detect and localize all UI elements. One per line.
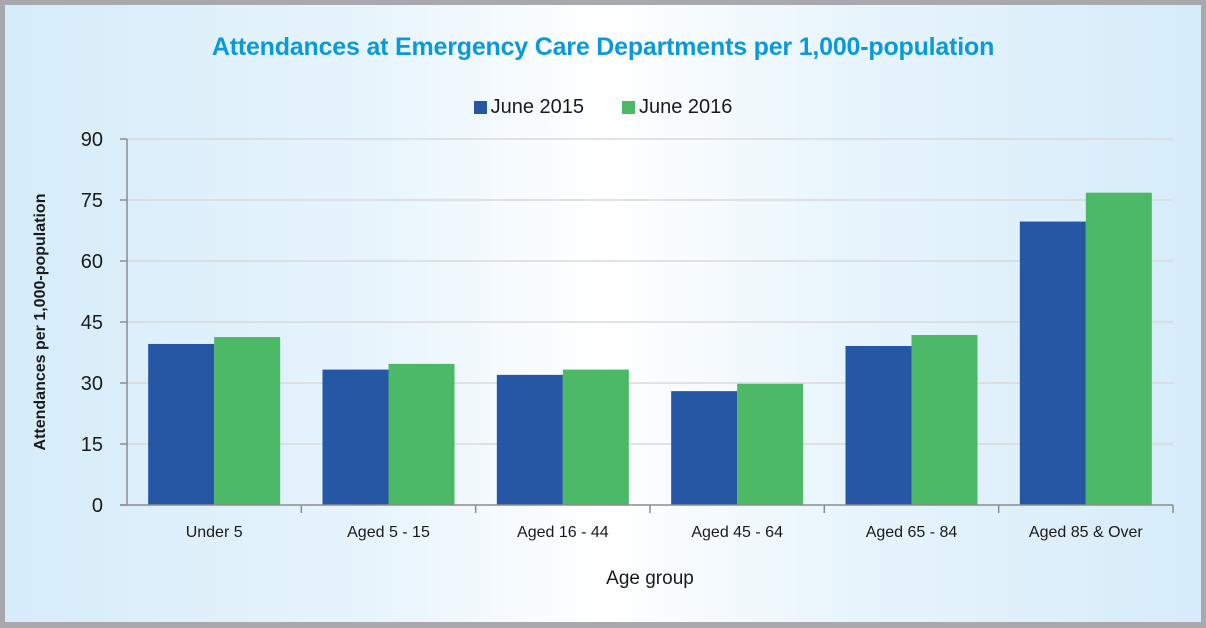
- y-tick-label: 90: [81, 129, 103, 151]
- x-axis-label: Age group: [606, 568, 694, 589]
- bar-june-2016: [214, 337, 281, 505]
- x-tick-label: Aged 85 & Over: [1029, 524, 1144, 541]
- bar-june-2015: [496, 374, 563, 505]
- legend-label-june-2016: June 2016: [639, 96, 733, 118]
- legend-swatch-june-2015: [473, 101, 487, 114]
- bar-june-2016: [562, 369, 629, 505]
- legend-item-june-2016: June 2016: [622, 96, 732, 119]
- y-axis-label: Attendances per 1,000-population: [32, 194, 49, 451]
- bar-june-2015: [671, 391, 738, 505]
- bar-june-2015: [148, 343, 215, 505]
- chart-frame: [5, 5, 1201, 622]
- y-tick-label: 0: [92, 495, 103, 517]
- x-tick-labels: Under 5 Aged 5 - 15 Aged 16 - 44 Aged 45 - …: [186, 524, 1144, 541]
- legend-item-june-2015: June 2015: [473, 96, 584, 119]
- legend-swatch-june-2016: [622, 101, 635, 114]
- bars: [148, 192, 1152, 505]
- y-tick-label: 30: [81, 373, 103, 395]
- bar-june-2015: [845, 345, 912, 505]
- bar-june-2016: [911, 335, 978, 505]
- bar-june-2015: [322, 369, 389, 505]
- x-tick-label: Aged 65 - 84: [866, 524, 958, 541]
- legend-label-june-2015: June 2015: [490, 96, 584, 118]
- axes: [120, 138, 1174, 513]
- legend: June 2015 June 2016: [0, 96, 1206, 119]
- x-tick-label: Under 5: [186, 524, 243, 541]
- bar-june-2016: [737, 383, 804, 505]
- x-tick-label: Aged 16 - 44: [517, 524, 609, 541]
- chart-title: Attendances at Emergency Care Department…: [211, 33, 995, 61]
- x-tick-label: Aged 5 - 15: [347, 524, 430, 541]
- bar-june-2016: [1085, 192, 1152, 505]
- y-tick-label: 60: [81, 251, 103, 273]
- bar-june-2016: [388, 363, 455, 505]
- y-tick-label: 75: [81, 190, 103, 212]
- bar-june-2015: [1019, 221, 1086, 505]
- y-tick-labels: 0 15 30 45 60 75 90: [81, 129, 103, 517]
- y-tick-label: 45: [81, 312, 103, 334]
- gridlines: [127, 138, 1173, 445]
- x-tick-label: Aged 45 - 64: [691, 524, 783, 541]
- y-tick-label: 15: [81, 434, 103, 456]
